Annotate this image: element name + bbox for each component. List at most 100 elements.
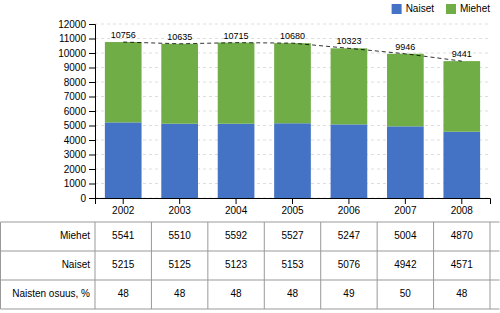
y-tick-label: 5000 xyxy=(64,120,87,131)
y-tick-label: 0 xyxy=(80,193,86,204)
table-border xyxy=(95,222,96,309)
y-tick-mark xyxy=(89,140,95,141)
x-tick-mark xyxy=(348,198,349,204)
table-row-label: Naisten osuus, % xyxy=(12,288,90,299)
x-tick: 2008 xyxy=(451,198,474,216)
y-tick-mark xyxy=(89,24,95,25)
table-border xyxy=(207,222,208,309)
x-tick-label: 2006 xyxy=(338,205,361,216)
total-label: 10680 xyxy=(280,31,305,41)
table-border xyxy=(490,222,491,309)
y-tick: 11000 xyxy=(59,33,95,44)
y-tick: 12000 xyxy=(58,19,95,30)
y-tick: 4000 xyxy=(64,135,95,146)
x-tick: 2005 xyxy=(281,198,304,216)
x-tick: 2003 xyxy=(169,198,192,216)
total-labels: 107561063510715106801032399469441 xyxy=(111,30,472,59)
y-tick-mark xyxy=(89,126,95,127)
legend-swatch xyxy=(392,4,402,14)
x-axis-line xyxy=(96,199,491,205)
x-tick-mark xyxy=(405,198,406,204)
table-border xyxy=(320,222,321,309)
legend-item: Naiset xyxy=(392,3,435,14)
y-tick: 7000 xyxy=(64,91,95,102)
x-tick-label: 2002 xyxy=(112,205,135,216)
x-tick-mark xyxy=(123,198,124,204)
legend: Miehet Naiset xyxy=(392,3,491,14)
total-label: 10635 xyxy=(167,32,192,42)
y-tick: 0 xyxy=(80,193,95,204)
total-label: 10715 xyxy=(224,31,249,41)
y-tick-label: 3000 xyxy=(64,149,87,160)
x-tick-label: 2003 xyxy=(169,205,192,216)
legend-item: Miehet xyxy=(446,3,490,14)
table-border xyxy=(1,222,500,223)
table: Miehet5541551055925527524750044870Naiset… xyxy=(1,222,500,309)
table-cell: 5247 xyxy=(338,230,361,241)
y-tick-mark xyxy=(89,155,95,156)
bar xyxy=(387,54,424,127)
bar xyxy=(443,61,480,132)
y-tick-label: 8000 xyxy=(64,77,87,88)
y-tick-mark xyxy=(89,169,95,170)
table-cell: 48 xyxy=(456,288,468,299)
table-border xyxy=(0,222,1,309)
bar xyxy=(161,124,198,198)
x-tick-label: 2008 xyxy=(451,205,474,216)
y-tick-mark xyxy=(89,97,95,98)
bar xyxy=(218,124,255,198)
table-cell: 5215 xyxy=(112,259,135,270)
table-cell: 48 xyxy=(287,288,299,299)
y-axis: 0100020003000400050006000700080009000100… xyxy=(58,19,95,204)
table-cell: 5125 xyxy=(169,259,192,270)
x-tick: 2002 xyxy=(112,198,135,216)
y-tick-label: 4000 xyxy=(64,135,87,146)
y-tick-label: 10000 xyxy=(58,48,86,59)
x-tick-mark xyxy=(292,198,293,204)
y-tick-label: 11000 xyxy=(59,33,87,44)
table-cell: 5004 xyxy=(394,230,417,241)
table-cell: 4571 xyxy=(451,259,474,270)
chart: 1075610635107151068010323994694410100020… xyxy=(0,0,500,313)
y-tick: 3000 xyxy=(64,149,95,160)
table-cell: 5510 xyxy=(169,230,192,241)
table-cell: 48 xyxy=(174,288,186,299)
grid xyxy=(95,24,490,198)
table-cell: 50 xyxy=(400,288,412,299)
bar xyxy=(331,48,368,124)
table-row-label: Miehet xyxy=(60,230,90,241)
y-tick: 2000 xyxy=(64,164,95,175)
legend-label: Miehet xyxy=(460,3,490,14)
bar xyxy=(105,42,142,122)
table-cell: 5592 xyxy=(225,230,248,241)
y-tick-mark xyxy=(89,198,95,199)
y-tick: 6000 xyxy=(64,106,95,117)
y-tick-mark xyxy=(89,39,95,40)
y-tick-label: 2000 xyxy=(64,164,87,175)
bar-series xyxy=(105,42,480,132)
table-cell: 48 xyxy=(118,288,130,299)
table-border xyxy=(264,222,265,309)
x-tick-mark xyxy=(461,198,462,204)
y-tick-label: 12000 xyxy=(58,19,86,30)
y-tick-label: 1000 xyxy=(64,178,87,189)
plot-area xyxy=(105,42,480,198)
x-tick-mark xyxy=(179,198,180,204)
x-tick-mark xyxy=(236,198,237,204)
legend-label: Naiset xyxy=(406,3,435,14)
x-tick-label: 2004 xyxy=(225,205,248,216)
table-cell: 4942 xyxy=(394,259,417,270)
y-tick: 10000 xyxy=(58,48,95,59)
bar xyxy=(161,44,198,124)
total-label: 9946 xyxy=(395,42,415,52)
y-tick-mark xyxy=(89,82,95,83)
table-cell: 48 xyxy=(231,288,243,299)
table-cell: 4870 xyxy=(451,230,474,241)
bar xyxy=(218,43,255,124)
table-cell: 5527 xyxy=(281,230,304,241)
table-cell: 5123 xyxy=(225,259,248,270)
x-tick: 2007 xyxy=(394,198,417,216)
grid-line xyxy=(95,24,490,25)
x-tick: 2004 xyxy=(225,198,248,216)
y-tick-mark xyxy=(89,53,95,54)
